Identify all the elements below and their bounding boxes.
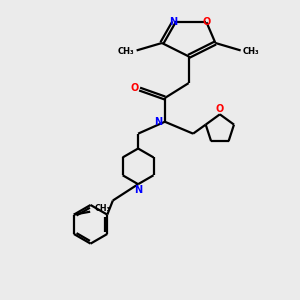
Text: CH₃: CH₃: [243, 46, 260, 56]
Text: N: N: [154, 117, 162, 127]
Text: N: N: [169, 17, 177, 27]
Text: N: N: [134, 184, 142, 194]
Text: CH₃: CH₃: [118, 46, 134, 56]
Text: CH₃: CH₃: [94, 204, 111, 213]
Text: O: O: [130, 82, 138, 93]
Text: O: O: [215, 104, 224, 114]
Text: O: O: [203, 17, 211, 27]
